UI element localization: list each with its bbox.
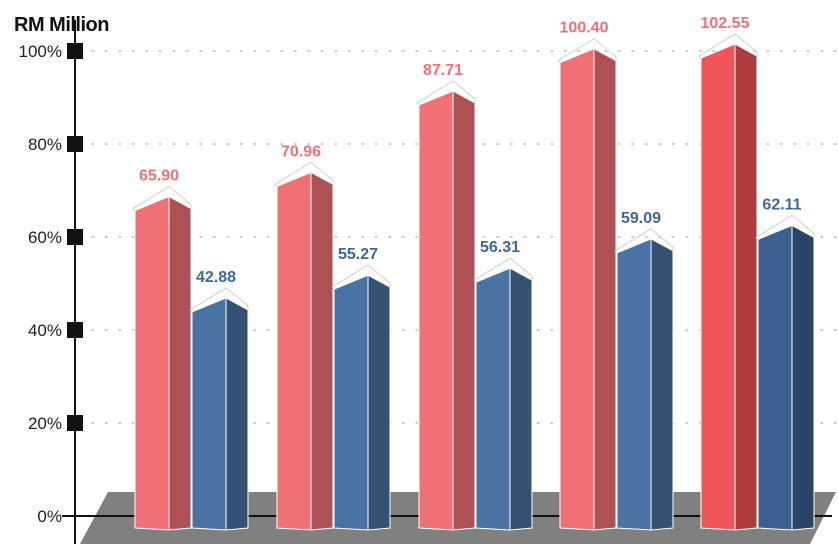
- bar: [557, 38, 617, 531]
- bar-cap-outline: [557, 38, 617, 64]
- y-tick-label: 20%: [28, 414, 62, 433]
- bar-cap-outline: [189, 287, 249, 313]
- bar: [614, 228, 674, 531]
- bar-front-face: [333, 274, 369, 531]
- bar-cap-outline: [755, 214, 815, 240]
- data-label: 42.88: [196, 269, 236, 286]
- data-label: 70.96: [281, 143, 321, 160]
- bar-cap-outline: [331, 264, 391, 290]
- bar: [755, 214, 815, 531]
- data-label: 56.31: [480, 239, 520, 256]
- bar-front-face: [276, 171, 312, 531]
- y-tick-marker: [67, 229, 83, 245]
- data-label: 87.71: [423, 62, 463, 79]
- chart-title: RM Million: [14, 14, 109, 36]
- y-tick-marker: [67, 136, 83, 152]
- bar: [416, 80, 476, 531]
- bar: [698, 33, 758, 531]
- data-label: 100.40: [560, 20, 609, 37]
- bar-side-face: [650, 238, 674, 531]
- y-tick-label: 40%: [28, 321, 62, 340]
- y-tick-label: 60%: [28, 228, 62, 247]
- bar-cap-outline: [614, 228, 674, 254]
- bar-front-face: [134, 195, 170, 531]
- data-labels: 65.90 70.96 87.71 100.40 102.55 42.88 55.27 56.…: [139, 15, 802, 286]
- bar-side-face: [509, 267, 533, 531]
- y-tick-label: 80%: [28, 135, 62, 154]
- bar-front-face: [757, 224, 793, 531]
- y-tick-label: 100%: [19, 42, 62, 61]
- bar-cap-outline: [274, 161, 334, 187]
- bar-side-face: [452, 90, 476, 531]
- data-label: 62.11: [762, 196, 801, 213]
- bar: [132, 185, 192, 531]
- bar-cap-outline: [416, 80, 476, 106]
- bar-side-face: [367, 274, 391, 531]
- y-tick-marker: [67, 322, 83, 338]
- bar-front-face: [559, 47, 595, 531]
- bar-side-face: [593, 47, 617, 531]
- bar-cap-outline: [132, 185, 192, 211]
- data-label: 59.09: [621, 210, 661, 227]
- bar: [189, 287, 249, 531]
- bar-cap-outline: [473, 257, 533, 283]
- bar-side-face: [734, 43, 758, 531]
- y-tick-marker: [67, 415, 83, 431]
- bars: [132, 33, 815, 531]
- bar-front-face: [475, 267, 511, 531]
- bar-front-face: [191, 297, 227, 531]
- bar-cap-outline: [698, 33, 758, 59]
- data-label: 55.27: [338, 246, 378, 263]
- y-tick-label: 0%: [37, 507, 62, 526]
- bar-side-face: [168, 195, 192, 531]
- bar-side-face: [310, 171, 334, 531]
- bar-front-face: [616, 238, 652, 531]
- bar: [473, 257, 533, 531]
- bar-front-face: [418, 90, 454, 531]
- y-tick-marker: [67, 43, 83, 59]
- bar-side-face: [791, 224, 815, 531]
- bar: [274, 161, 334, 531]
- data-label: 102.55: [701, 15, 750, 32]
- bar: [331, 264, 391, 531]
- bar-side-face: [225, 297, 249, 531]
- data-label: 65.90: [139, 168, 179, 185]
- bar-front-face: [700, 43, 736, 531]
